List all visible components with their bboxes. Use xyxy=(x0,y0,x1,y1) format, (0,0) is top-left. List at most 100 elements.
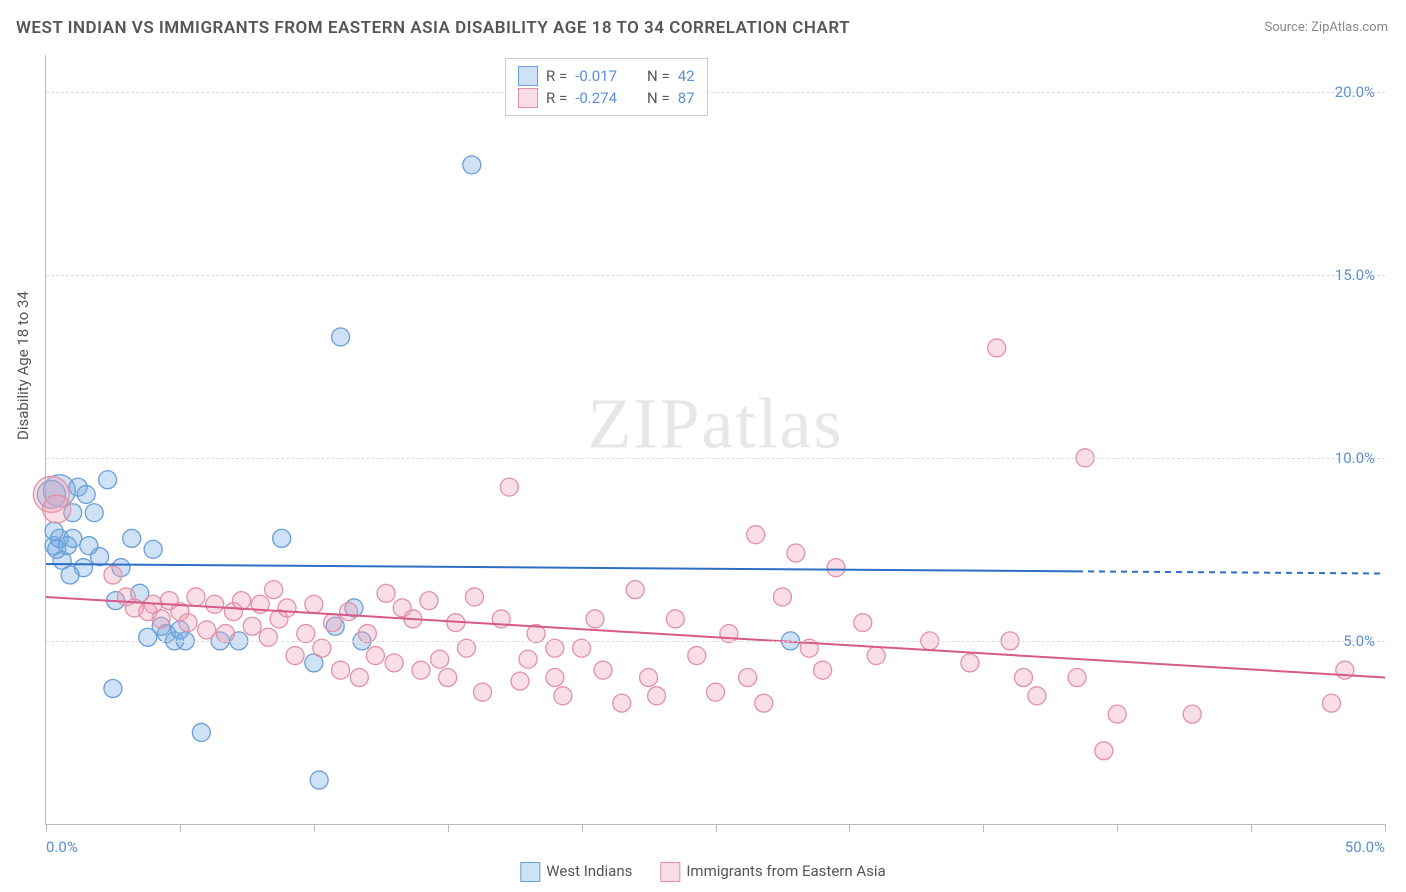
source-value: ZipAtlas.com xyxy=(1311,20,1388,35)
legend-swatch xyxy=(520,862,540,882)
data-point xyxy=(1028,687,1046,705)
gridline xyxy=(46,458,1385,459)
data-point xyxy=(385,654,403,672)
data-point xyxy=(45,522,63,540)
data-point xyxy=(773,588,791,606)
data-point xyxy=(286,647,304,665)
x-tick-mark xyxy=(46,824,47,832)
legend-row: R = -0.017N = 42 xyxy=(518,66,695,86)
x-tick-mark xyxy=(1117,824,1118,832)
data-point xyxy=(787,544,805,562)
data-point xyxy=(358,625,376,643)
data-point xyxy=(747,526,765,544)
data-point xyxy=(278,599,296,617)
data-point xyxy=(85,504,103,522)
y-tick-label: 5.0% xyxy=(1343,632,1375,650)
legend-r-label: R = xyxy=(546,89,567,107)
data-point xyxy=(511,672,529,690)
x-tick-mark xyxy=(983,824,984,832)
data-point xyxy=(273,529,291,547)
data-point xyxy=(187,588,205,606)
regression-line-extrapolated xyxy=(1077,571,1385,573)
data-point xyxy=(1014,669,1032,687)
data-point xyxy=(265,581,283,599)
y-tick-label: 10.0% xyxy=(1335,449,1375,467)
data-point xyxy=(594,661,612,679)
data-point xyxy=(720,625,738,643)
data-point xyxy=(648,687,666,705)
data-point xyxy=(666,610,684,628)
data-point xyxy=(74,559,92,577)
data-point xyxy=(412,661,430,679)
x-tick-mark xyxy=(448,824,449,832)
chart-title: WEST INDIAN VS IMMIGRANTS FROM EASTERN A… xyxy=(16,18,850,38)
data-point xyxy=(546,669,564,687)
data-point xyxy=(626,581,644,599)
data-point xyxy=(310,771,328,789)
legend-n-label: N = xyxy=(647,67,670,85)
y-tick-label: 15.0% xyxy=(1335,266,1375,284)
legend-n-value: 42 xyxy=(678,67,695,85)
data-point xyxy=(640,669,658,687)
data-point xyxy=(216,625,234,643)
data-point xyxy=(305,595,323,613)
data-point xyxy=(439,669,457,687)
data-point xyxy=(1183,705,1201,723)
x-tick-mark xyxy=(1251,824,1252,832)
data-point xyxy=(259,628,277,646)
plot-area: ZIPatlas 5.0%10.0%15.0%20.0%0.0%50.0% xyxy=(45,55,1385,825)
x-tick-mark xyxy=(849,824,850,832)
gridline xyxy=(46,641,1385,642)
data-point xyxy=(144,540,162,558)
data-point xyxy=(324,614,342,632)
data-point xyxy=(80,537,98,555)
data-point xyxy=(340,603,358,621)
data-point xyxy=(206,595,224,613)
data-point xyxy=(573,639,591,657)
legend-n-label: N = xyxy=(647,89,670,107)
data-point xyxy=(297,625,315,643)
data-point xyxy=(420,592,438,610)
data-point xyxy=(64,529,82,547)
series-legend: West Indians Immigrants from Eastern Asia xyxy=(520,862,885,882)
data-point xyxy=(332,661,350,679)
data-point xyxy=(179,614,197,632)
data-point xyxy=(43,495,71,523)
regression-line xyxy=(46,564,1077,571)
data-point xyxy=(463,156,481,174)
gridline xyxy=(46,92,1385,93)
data-point xyxy=(707,683,725,701)
data-point xyxy=(123,529,141,547)
legend-item: West Indians xyxy=(520,862,632,882)
x-max-label: 50.0% xyxy=(1345,838,1385,856)
data-point xyxy=(1108,705,1126,723)
legend-r-value: -0.274 xyxy=(575,89,617,107)
source-label: Source: xyxy=(1264,20,1311,35)
data-point xyxy=(104,680,122,698)
data-point xyxy=(988,339,1006,357)
x-tick-mark xyxy=(314,824,315,832)
data-point xyxy=(961,654,979,672)
data-point xyxy=(1095,742,1113,760)
data-point xyxy=(192,723,210,741)
legend-label: West Indians xyxy=(546,862,632,880)
chart-svg xyxy=(46,55,1385,824)
data-point xyxy=(500,478,518,496)
y-axis-title: Disability Age 18 to 34 xyxy=(14,291,32,440)
x-tick-mark xyxy=(180,824,181,832)
data-point xyxy=(350,669,368,687)
data-point xyxy=(152,610,170,628)
legend-swatch xyxy=(660,862,680,882)
data-point xyxy=(465,588,483,606)
data-point xyxy=(688,647,706,665)
data-point xyxy=(366,647,384,665)
data-point xyxy=(827,559,845,577)
legend-swatch xyxy=(518,66,538,86)
data-point xyxy=(377,584,395,602)
data-point xyxy=(232,592,250,610)
legend-item: Immigrants from Eastern Asia xyxy=(660,862,885,882)
correlation-legend: R = -0.017N = 42R = -0.274N = 87 xyxy=(505,58,708,116)
data-point xyxy=(332,328,350,346)
data-point xyxy=(313,639,331,657)
data-point xyxy=(739,669,757,687)
